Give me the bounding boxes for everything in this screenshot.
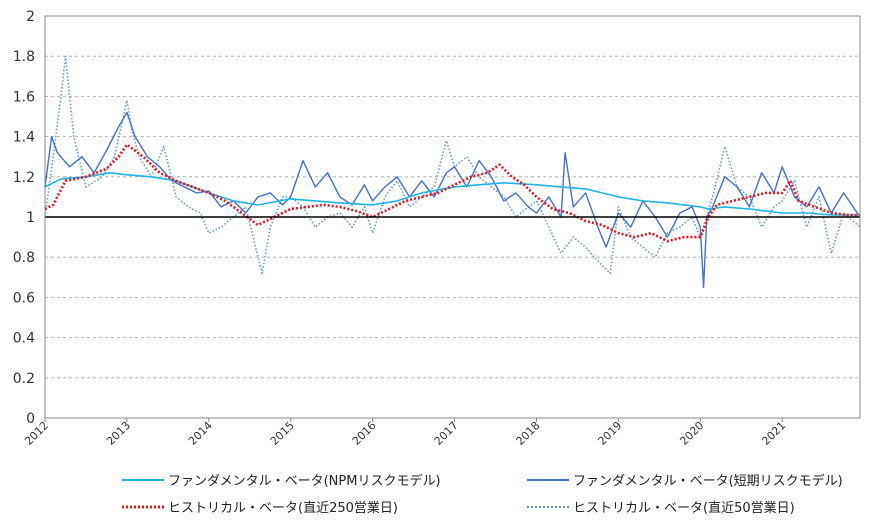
x-tick-label-5: 2017 [432,419,461,448]
x-tick-label-4: 2016 [350,419,379,448]
y-tick-label-4: 0.8 [13,250,35,266]
y-tick-label-9: 1.8 [13,49,35,65]
y-tick-label-0: 0 [26,411,35,427]
y-tick-label-5: 1 [26,210,35,226]
series-line-2 [44,143,860,243]
y-tick-label-10: 2 [26,9,35,25]
x-tick-label-3: 2015 [268,419,297,448]
legend-label-hist-50: ヒストリカル・ベータ(直近50営業日) [573,501,795,516]
legend-swatch-hist-250 [122,505,164,508]
x-tick-label-8: 2020 [677,419,706,448]
y-tick-label-2: 0.4 [13,331,35,347]
x-tick-label-2: 2014 [186,419,215,448]
legend-label-short-term: ファンダメンタル・ベータ(短期リスクモデル) [573,474,843,489]
y-tick-label-7: 1.4 [13,130,35,146]
legend-label-hist-250: ヒストリカル・ベータ(直近250営業日) [168,501,398,516]
y-tick-label-1: 0.2 [13,371,35,387]
legend-swatch-hist-50 [527,505,569,508]
y-tick-label-8: 1.6 [13,89,35,105]
series-line-3 [44,55,861,275]
series-line-1 [44,111,861,289]
legend-item-npm: ファンダメンタル・ベータ(NPMリスクモデル) [122,470,441,489]
legend-item-short-term: ファンダメンタル・ベータ(短期リスクモデル) [527,470,843,489]
series-line-0 [44,172,860,216]
legend-item-hist-250: ヒストリカル・ベータ(直近250営業日) [122,497,398,516]
y-tick-label-6: 1.2 [13,170,35,186]
x-tick-label-6: 2018 [514,419,543,448]
y-axis-ticks: 0 0.2 0.4 0.6 0.8 1 1.2 1.4 1.6 1.8 2 [13,9,35,427]
y-tick-label-3: 0.6 [13,290,35,306]
legend-swatch-short-term [527,478,569,481]
x-tick-label-9: 2021 [759,419,788,448]
legend-label-npm: ファンダメンタル・ベータ(NPMリスクモデル) [168,474,441,489]
series-lines [44,55,861,289]
legend-item-hist-50: ヒストリカル・ベータ(直近50営業日) [527,497,795,516]
x-tick-label-1: 2013 [104,419,133,448]
plot-area-frame [44,15,861,419]
x-tick-label-7: 2019 [595,419,624,448]
legend-swatch-npm [122,478,164,481]
x-axis-ticks: 2012 2013 2014 2015 2016 2017 2018 2019 2020 2021 [22,418,788,448]
